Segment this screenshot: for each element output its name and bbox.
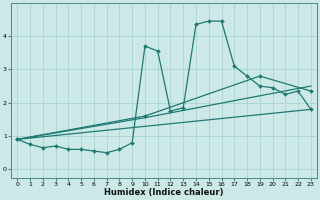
X-axis label: Humidex (Indice chaleur): Humidex (Indice chaleur) (104, 188, 224, 197)
